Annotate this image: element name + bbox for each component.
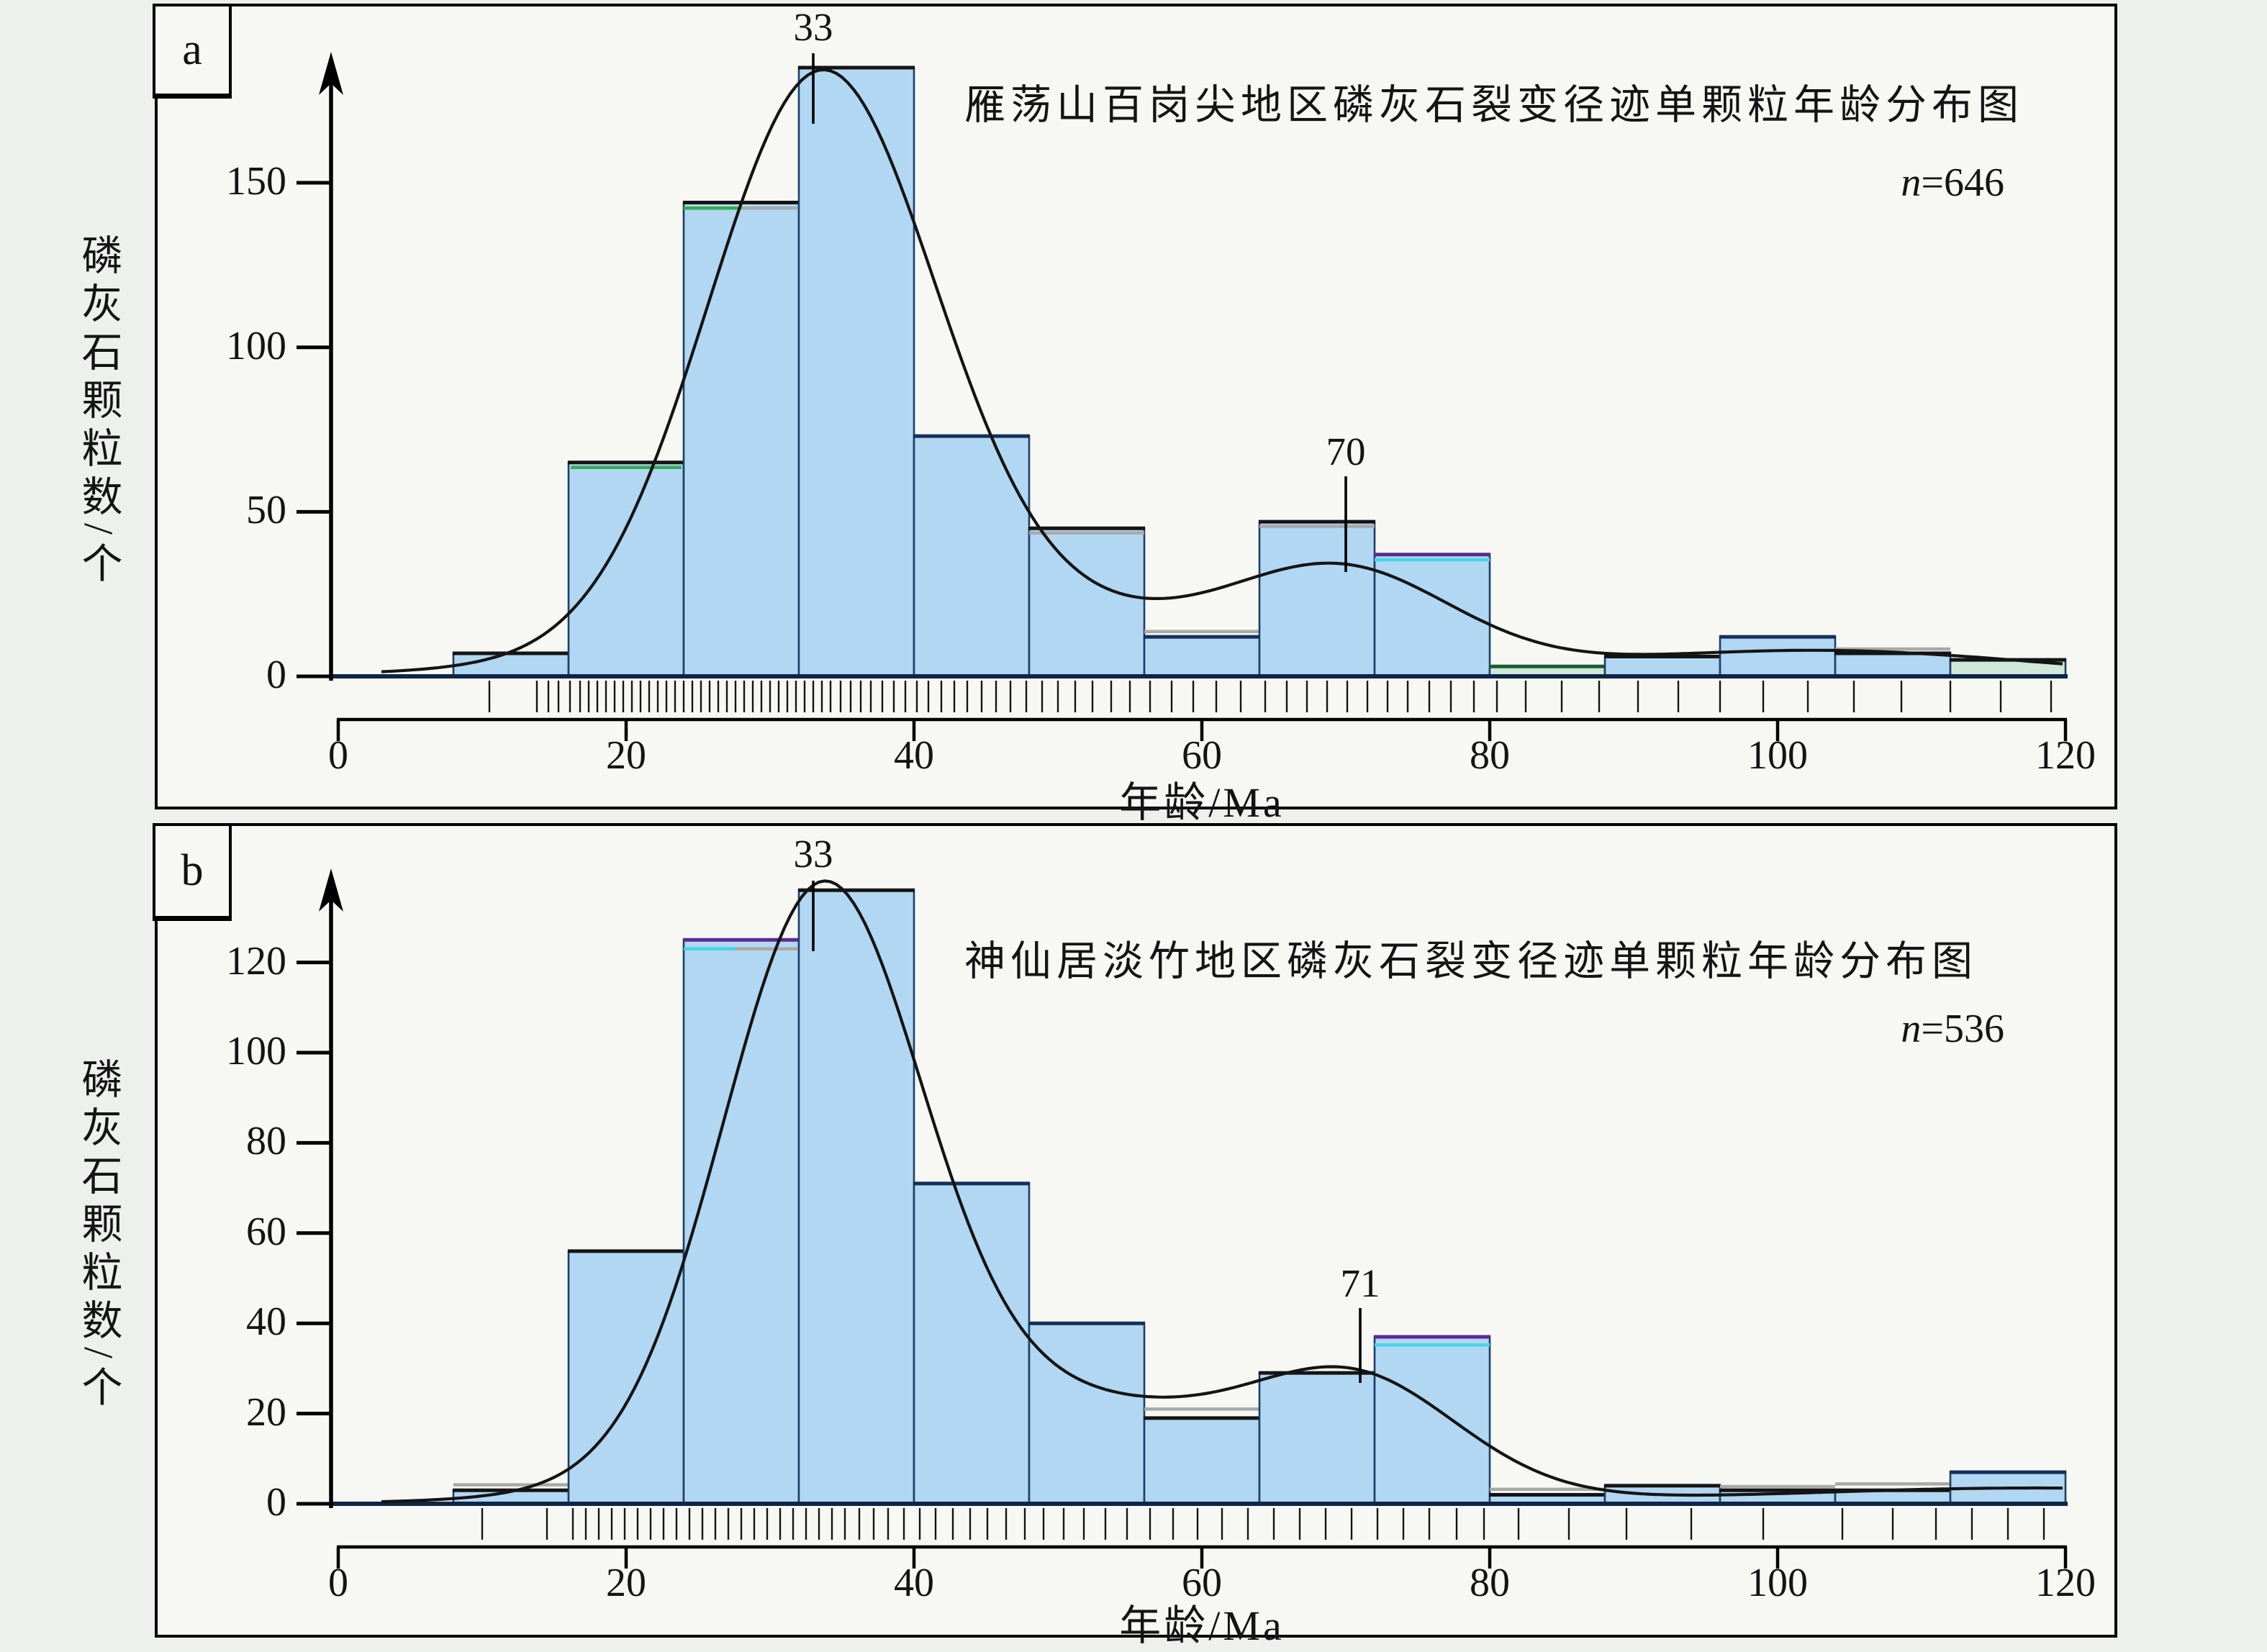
panel-a-label-box: a — [153, 4, 232, 99]
x-tick-label: 60 — [1182, 733, 1222, 778]
panel-b-title: 神仙居淡竹地区磷灰石裂变径迹单颗粒年龄分布图 — [964, 939, 1978, 984]
x-tick-label: 40 — [894, 733, 934, 778]
x-tick-label: 0 — [328, 733, 348, 778]
panel-a-n-count: n=646 — [1691, 160, 2004, 206]
histogram-bar — [453, 1490, 569, 1504]
panel-a-title: 雁荡山百岗尖地区磷灰石裂变径迹单颗粒年龄分布图 — [964, 83, 2024, 128]
peak-age-label: 71 — [1340, 1261, 1380, 1305]
histogram-bar — [1029, 1323, 1144, 1504]
y-tick-label: 50 — [246, 488, 286, 532]
panel-b-n-symbol: n — [1901, 1007, 1922, 1051]
kde-curve — [381, 879, 2063, 1504]
histogram-bar — [569, 1251, 684, 1504]
panel-b-label-box: b — [153, 823, 232, 921]
histogram-bar — [1144, 637, 1259, 676]
histogram-bar — [684, 202, 799, 676]
y-axis-arrowhead-icon — [319, 868, 343, 912]
y-tick-label: 0 — [266, 1480, 286, 1525]
panel-a-y-axis-title: 磷灰石颗粒数/个 — [76, 234, 121, 590]
y-tick-label: 20 — [246, 1390, 286, 1435]
x-tick-label: 120 — [2035, 733, 2096, 778]
y-tick-label: 80 — [246, 1119, 286, 1163]
histogram-bar — [1144, 1417, 1259, 1504]
peak-age-label: 33 — [793, 832, 833, 876]
panel-a-x-axis-title: 年龄/Ma — [1119, 779, 1285, 826]
x-tick-label: 120 — [2035, 1561, 2096, 1605]
x-tick-label: 60 — [1182, 1561, 1222, 1605]
y-tick-label: 100 — [226, 324, 286, 368]
y-tick-label: 120 — [226, 939, 286, 984]
panel-b-x-axis-title: 年龄/Ma — [1119, 1602, 1285, 1649]
x-tick-label: 80 — [1470, 733, 1510, 778]
panel-b-letter: b — [181, 846, 204, 895]
histogram-bar — [914, 1183, 1029, 1504]
x-tick-label: 20 — [606, 1561, 646, 1605]
histogram-bar — [1490, 666, 1605, 676]
x-tick-label: 0 — [328, 1561, 348, 1605]
histogram-bar — [1605, 656, 1720, 676]
y-tick-label: 0 — [266, 653, 286, 697]
histogram-bar — [1375, 1337, 1490, 1504]
panel-a-letter: a — [182, 25, 202, 74]
histogram-bar — [1950, 660, 2065, 676]
x-tick-label: 100 — [1747, 1561, 1808, 1605]
x-tick-label: 40 — [894, 1561, 934, 1605]
panel-b-y-axis-title: 磷灰石颗粒数/个 — [76, 1058, 121, 1414]
panel-b-n-count: n=536 — [1691, 1006, 2004, 1052]
y-axis-arrowhead-icon — [319, 52, 343, 95]
peak-age-label: 70 — [1326, 430, 1366, 473]
x-tick-label: 80 — [1470, 1561, 1510, 1605]
histogram-bar — [569, 462, 684, 676]
y-tick-label: 60 — [246, 1210, 286, 1254]
x-tick-label: 100 — [1747, 733, 1808, 778]
histogram-bar — [453, 653, 569, 676]
histogram-bar — [684, 940, 799, 1504]
y-tick-label: 40 — [246, 1299, 286, 1344]
peak-age-label: 33 — [793, 5, 833, 49]
y-tick-label: 100 — [226, 1029, 286, 1074]
histogram-bar — [914, 436, 1029, 676]
panel-a-n-value: =646 — [1921, 160, 2004, 205]
histogram-bar — [1259, 1373, 1375, 1504]
histogram-bar — [799, 67, 914, 677]
histogram-bar — [1720, 637, 1835, 676]
x-tick-label: 20 — [606, 733, 646, 778]
kde-curve — [381, 68, 2063, 673]
histogram-bar — [1029, 528, 1144, 676]
histogram-bar — [1490, 1494, 1605, 1504]
histogram-bar — [1835, 653, 1950, 676]
histogram-bar — [1835, 1490, 1950, 1504]
histogram-bar — [1259, 522, 1375, 676]
histogram-bar — [799, 890, 914, 1504]
panel-a-n-symbol: n — [1901, 160, 1922, 205]
y-tick-label: 150 — [226, 159, 286, 204]
panel-b-n-value: =536 — [1921, 1007, 2004, 1051]
